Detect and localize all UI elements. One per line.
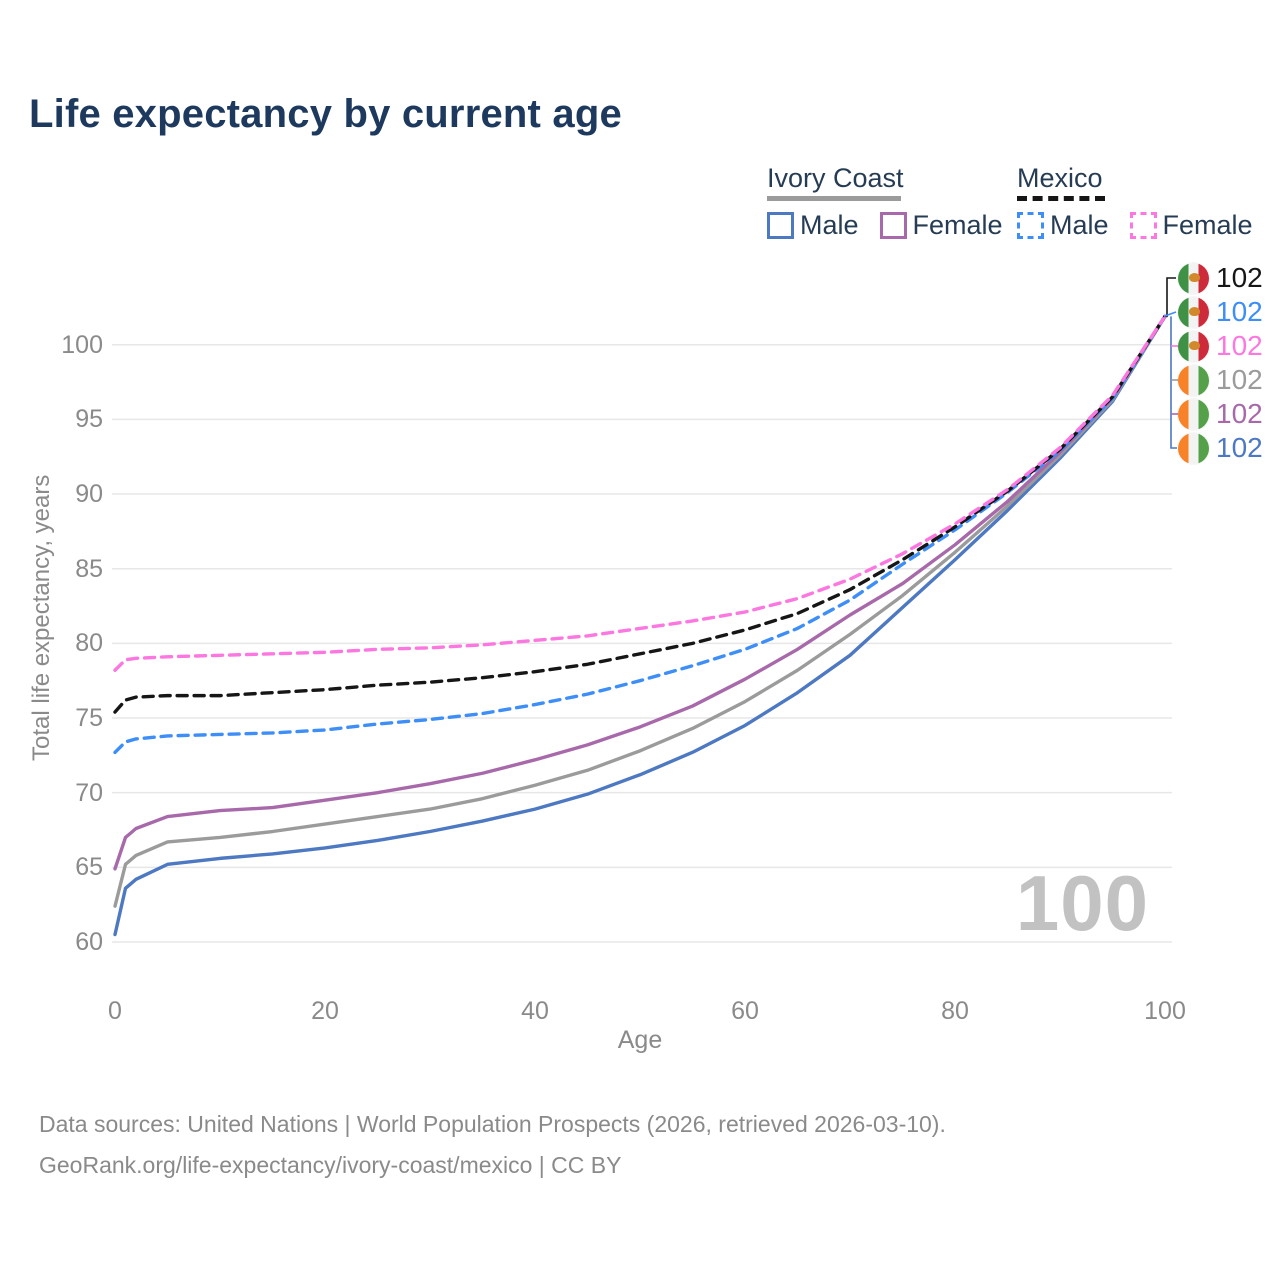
- x-tick-label: 80: [941, 997, 969, 1025]
- mexico-male-swatch-icon: [1017, 212, 1044, 239]
- mexico-female-swatch-icon: [1129, 212, 1157, 239]
- dashed-line-style-icon: [1017, 196, 1105, 201]
- legend-group-ivory-coast: Ivory Coast Male Female: [767, 163, 1003, 241]
- y-axis-title: Total life expectancy, years: [28, 474, 55, 762]
- end-label-value: 102: [1216, 398, 1263, 429]
- attribution-text: GeoRank.org/life-expectancy/ivory-coast/…: [39, 1152, 622, 1178]
- footer: Data sources: United Nations | World Pop…: [39, 1104, 946, 1186]
- legend-item-label: Male: [1050, 210, 1109, 240]
- y-tick-label: 85: [75, 554, 103, 583]
- end-label-value: 102: [1216, 330, 1263, 361]
- x-tick-label: 40: [521, 997, 549, 1025]
- x-tick-label: 0: [108, 997, 122, 1025]
- ivory-coast-flag-icon: [1178, 364, 1209, 396]
- y-tick-label: 75: [75, 704, 103, 733]
- y-tick-label: 60: [75, 928, 103, 956]
- legend-items-mexico: Male Female: [1017, 210, 1253, 241]
- ivory-coast-female-swatch-icon: [879, 212, 907, 239]
- legend-item-label: Female: [1162, 210, 1253, 240]
- y-tick-label: 70: [75, 778, 103, 807]
- ic_total-line: [113, 314, 1167, 908]
- end-label-value: 102: [1216, 364, 1263, 395]
- end-label-row: 102: [1178, 329, 1263, 363]
- x-tick-label: 20: [311, 997, 339, 1025]
- data-sources-text: Data sources: United Nations | World Pop…: [39, 1111, 946, 1137]
- y-tick-label: 95: [75, 405, 103, 434]
- legend-item-ivory-coast-male[interactable]: Male: [767, 210, 859, 241]
- mexico-flag-icon: [1178, 296, 1209, 328]
- end-label-value: 102: [1216, 432, 1263, 463]
- legend-item-mexico-female[interactable]: Female: [1129, 210, 1253, 241]
- x-tick-label: 60: [731, 997, 759, 1025]
- solid-line-style-icon: [767, 196, 901, 201]
- end-label-row: 102: [1178, 261, 1263, 295]
- end-label-row: 102: [1178, 295, 1263, 329]
- ic_male-line: [113, 314, 1167, 937]
- end-label-row: 102: [1178, 431, 1263, 465]
- mexico-flag-icon: [1178, 330, 1209, 362]
- legend-item-ivory-coast-female[interactable]: Female: [879, 210, 1003, 241]
- ivory-coast-flag-icon: [1178, 398, 1209, 430]
- legend-country-label-mexico: Mexico: [1017, 163, 1103, 193]
- end-label-row: 102: [1178, 397, 1263, 431]
- x-axis-title: Age: [617, 1026, 663, 1054]
- legend-country-label-ivory-coast: Ivory Coast: [767, 163, 904, 193]
- y-tick-label: 65: [75, 853, 103, 882]
- ivory-coast-flag-icon: [1178, 432, 1209, 464]
- page-title: Life expectancy by current age: [29, 92, 622, 136]
- end-label-row: 102: [1178, 363, 1263, 397]
- ic_female-line: [113, 314, 1167, 871]
- y-tick-label: 100: [61, 330, 103, 359]
- mexico-flag-icon: [1178, 262, 1209, 294]
- mx_female-line: [113, 314, 1167, 672]
- legend-items-ivory-coast: Male Female: [767, 210, 1003, 241]
- y-tick-label: 90: [75, 480, 103, 509]
- x-tick-label: 100: [1144, 997, 1186, 1025]
- legend-item-mexico-male[interactable]: Male: [1017, 210, 1109, 241]
- age-counter-watermark: 100: [1015, 859, 1149, 947]
- end-label-value: 102: [1216, 262, 1263, 293]
- legend-item-label: Male: [800, 210, 859, 240]
- ivory-coast-male-swatch-icon: [767, 212, 794, 239]
- legend-group-mexico: Mexico Male Female: [1017, 163, 1253, 241]
- mx_male-line: [113, 314, 1167, 755]
- mx_total-line: [113, 314, 1167, 714]
- y-tick-label: 80: [75, 629, 103, 658]
- legend-item-label: Female: [912, 210, 1003, 240]
- end-label-value: 102: [1216, 296, 1263, 327]
